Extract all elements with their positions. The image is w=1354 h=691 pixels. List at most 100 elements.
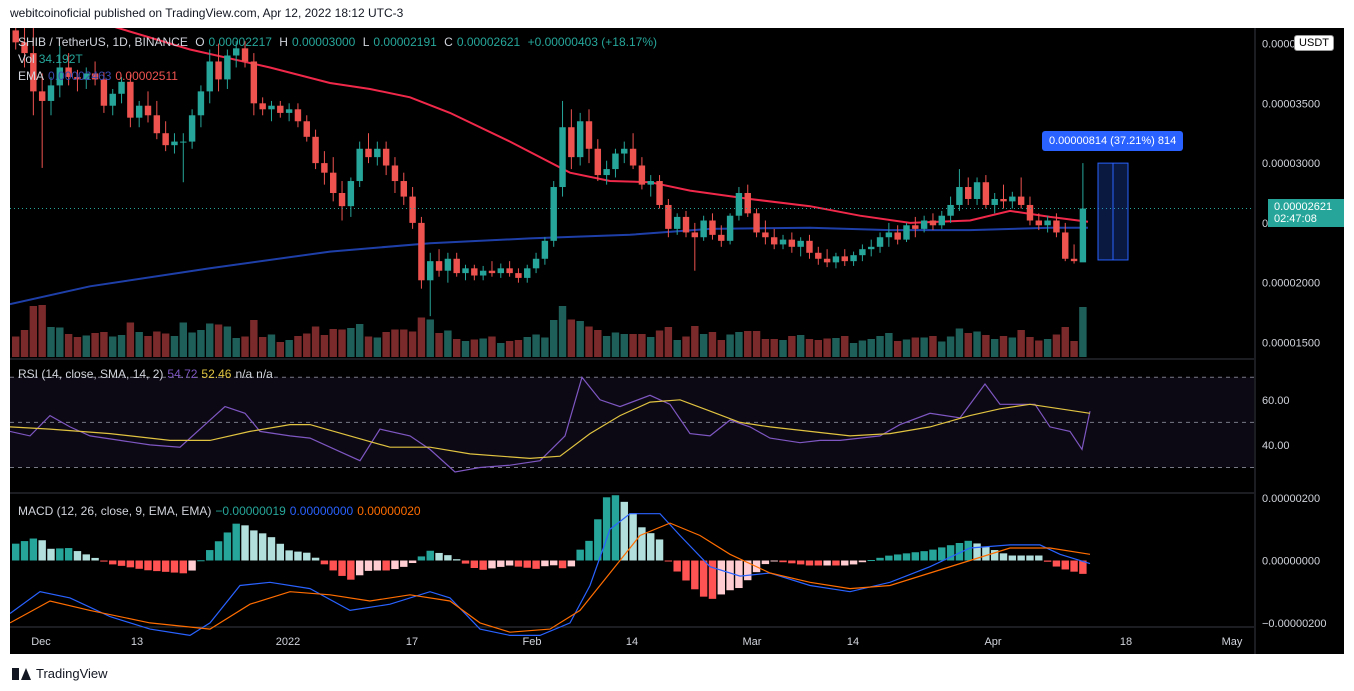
candle-body — [629, 148, 637, 166]
volume-bar — [902, 339, 911, 357]
candle-body — [735, 193, 743, 216]
measure-label[interactable]: 0.00000814 (37.21%) 814 — [1042, 131, 1184, 151]
candle-body — [224, 55, 231, 80]
ema-slow-line — [114, 28, 1089, 224]
ema-legend: EMA 0.00002463 0.00002511 — [18, 69, 182, 83]
rsi-legend: RSI (14, close, SMA, 14, 2) 54.72 52.46 n/a… — [18, 367, 277, 381]
candle-body — [1044, 220, 1051, 226]
high-label: H — [279, 35, 288, 49]
rsi-label[interactable]: RSI (14, close, SMA, 14, 2) — [18, 367, 164, 381]
ema-label[interactable]: EMA — [18, 69, 45, 83]
time-axis-label: 18 — [1120, 636, 1132, 648]
candle-body — [965, 187, 972, 199]
macd-histogram-bar — [523, 560, 531, 568]
volume-bar — [400, 329, 408, 357]
candle-body — [876, 237, 884, 247]
candle-body — [277, 105, 284, 113]
macd-histogram-bar — [267, 537, 276, 561]
macd-histogram-bar — [373, 560, 382, 571]
macd-histogram-bar — [435, 552, 443, 561]
volume-bar — [38, 305, 46, 357]
volume-bar — [982, 335, 990, 357]
candle-body — [868, 246, 875, 250]
macd-histogram-bar — [814, 560, 823, 566]
macd-histogram-bar — [311, 557, 320, 561]
currency-badge[interactable]: USDT — [1294, 35, 1334, 51]
volume-bar — [585, 326, 593, 357]
chart-svg[interactable]: 0.000040000.000035000.000030000.00002500… — [10, 28, 1344, 654]
macd-histogram-bar — [347, 560, 355, 580]
volume-bar — [153, 331, 161, 357]
volume-bar — [29, 306, 38, 357]
macd-histogram-bar — [426, 550, 434, 561]
macd-histogram-bar — [876, 557, 884, 561]
macd-line — [10, 513, 1091, 637]
candle-body — [427, 261, 434, 281]
macd-histogram-bar — [920, 551, 928, 561]
macd-histogram-bar — [461, 560, 470, 564]
symbol-name[interactable]: SHIB / TetherUS, 1D, BINANCE — [18, 35, 188, 49]
volume-bar — [241, 336, 249, 357]
candle-body — [435, 261, 443, 271]
price-legend: SHIB / TetherUS, 1D, BINANCE O 0.00002217… — [18, 35, 661, 49]
candle-body — [206, 61, 213, 92]
macd-histogram-bar — [735, 560, 743, 589]
volume-bar — [452, 339, 461, 357]
volume-bar — [550, 320, 558, 357]
macd-histogram-bar — [938, 547, 946, 561]
candle-body — [1009, 196, 1016, 202]
candle-body — [718, 234, 725, 241]
candle-body — [594, 148, 602, 176]
macd-histogram-bar — [408, 560, 417, 564]
macd-legend: MACD (12, 26, close, 9, EMA, EMA) −0.0000… — [18, 504, 425, 518]
candle-body — [929, 220, 937, 226]
candle-body — [109, 93, 116, 106]
volume-bar — [938, 341, 946, 357]
macd-histogram-bar — [858, 560, 867, 563]
volume-bar — [347, 328, 355, 357]
macd-histogram-bar — [841, 560, 849, 566]
candle-body — [197, 91, 205, 116]
candle-body — [91, 73, 99, 80]
candle-body — [56, 67, 64, 86]
volume-bar — [64, 334, 73, 357]
volume-bar — [929, 336, 937, 357]
volume-bar — [717, 340, 725, 357]
volume-bar — [691, 326, 699, 357]
macd-histogram-bar — [153, 560, 161, 572]
volume-bar — [1008, 337, 1017, 357]
candle-body — [1035, 220, 1043, 226]
candle-body — [321, 163, 328, 173]
macd-histogram-bar — [602, 497, 611, 561]
candle-body — [603, 169, 610, 176]
candle-body — [841, 256, 848, 262]
candle-body — [788, 239, 796, 247]
macd-histogram-bar — [338, 560, 346, 576]
footer-brand[interactable]: TradingView — [12, 666, 108, 681]
macd-histogram-bar — [285, 550, 293, 561]
volume-bar — [170, 336, 179, 357]
volume-bar — [682, 336, 690, 357]
volume-bar — [814, 340, 823, 357]
candle-body — [956, 187, 963, 205]
macd-histogram-bar — [1052, 560, 1061, 567]
macd-histogram-bar — [832, 560, 840, 566]
candle-body — [912, 225, 919, 229]
time-axis-label: 17 — [406, 636, 418, 648]
macd-histogram-bar — [258, 533, 267, 561]
chart-area[interactable]: 0.000040000.000035000.000030000.00002500… — [10, 28, 1344, 654]
volume-bar — [188, 332, 196, 357]
volume-bar — [541, 337, 549, 357]
volume-bar — [770, 339, 778, 357]
macd-histogram-bar — [1017, 555, 1025, 561]
macd-histogram-bar — [47, 548, 55, 561]
volume-bar — [470, 339, 479, 357]
vol-label[interactable]: Vol — [18, 52, 35, 66]
candle-body — [770, 237, 778, 245]
macd-label[interactable]: MACD (12, 26, close, 9, EMA, EMA) — [18, 504, 212, 518]
macd-histogram-bar — [144, 560, 152, 571]
candle-body — [524, 268, 531, 278]
candle-body — [162, 133, 169, 146]
volume-bar — [223, 326, 232, 357]
volume-bar — [373, 337, 382, 357]
